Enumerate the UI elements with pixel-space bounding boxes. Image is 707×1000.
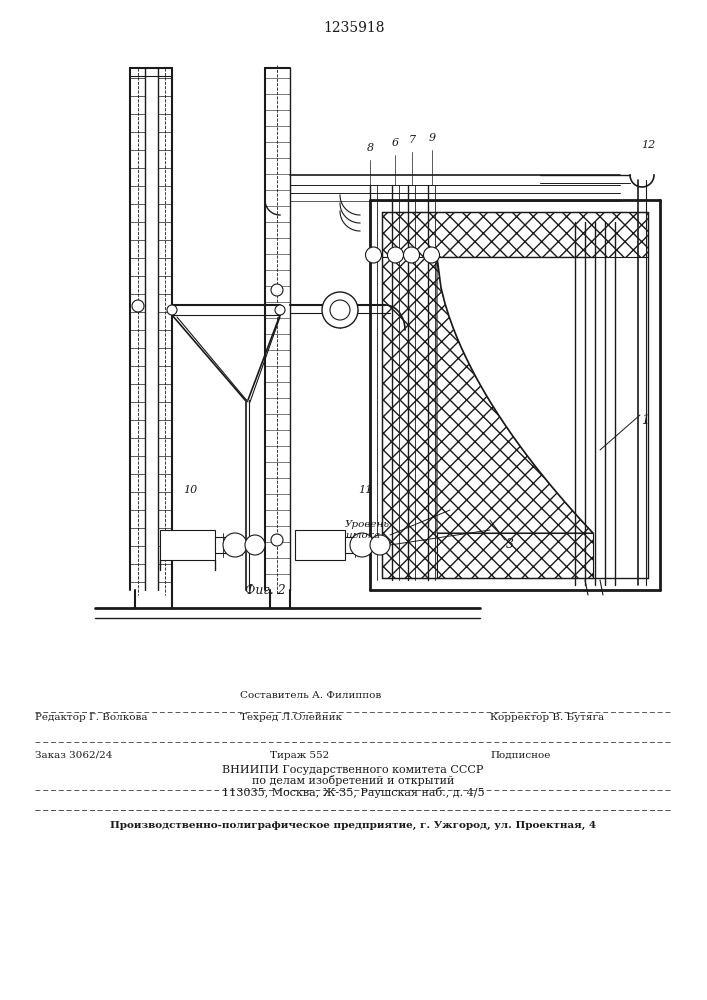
Text: 12: 12 [641,140,655,150]
Text: Тираж 552: Тираж 552 [270,750,329,760]
Text: 3: 3 [506,538,514,552]
Text: 1235918: 1235918 [323,21,385,35]
Circle shape [275,305,285,315]
Polygon shape [437,533,593,578]
Text: Корректор В. Бутяга: Корректор В. Бутяга [490,714,604,722]
Bar [295,530,345,560]
Bar [160,530,215,560]
Circle shape [223,533,247,557]
Circle shape [366,247,382,263]
Circle shape [271,284,283,296]
Circle shape [404,247,419,263]
Text: Фиг. 2: Фиг. 2 [245,584,286,596]
Circle shape [132,300,144,312]
Text: Производственно-полиграфическое предприятие, г. Ужгород, ул. Проектная, 4: Производственно-полиграфическое предприя… [110,820,596,830]
Text: 7: 7 [409,135,416,145]
Circle shape [322,292,358,328]
Text: Заказ 3062/24: Заказ 3062/24 [35,750,112,760]
Text: ВНИИПИ Государственного комитета СССР: ВНИИПИ Государственного комитета СССР [222,765,484,775]
Circle shape [245,535,265,555]
Bar [345,537,355,553]
Circle shape [167,305,177,315]
Polygon shape [382,257,437,578]
Circle shape [330,300,350,320]
Text: 10: 10 [183,485,197,495]
Circle shape [350,533,374,557]
Text: Составитель А. Филиппов: Составитель А. Филиппов [240,690,381,700]
Text: Техред Л.Олейник: Техред Л.Олейник [240,714,342,722]
Bar [215,537,227,553]
Text: 6: 6 [392,138,399,148]
Polygon shape [437,257,593,533]
Text: 9: 9 [428,133,436,143]
Circle shape [370,535,390,555]
Text: Уровень
шлока: Уровень шлока [345,520,390,540]
Text: 8: 8 [366,143,373,153]
Circle shape [423,247,440,263]
Circle shape [271,534,283,546]
Polygon shape [382,212,648,257]
Circle shape [387,247,404,263]
Text: 11: 11 [358,485,372,495]
Text: 113035, Москва, Ж-35, Раушская наб., д. 4/5: 113035, Москва, Ж-35, Раушская наб., д. … [222,786,484,798]
Text: Редактор Г. Волкова: Редактор Г. Волкова [35,714,148,722]
Polygon shape [437,257,593,533]
Text: по делам изобретений и открытий: по делам изобретений и открытий [252,774,454,786]
Text: Подписное: Подписное [490,750,550,760]
Text: 1: 1 [641,414,649,426]
